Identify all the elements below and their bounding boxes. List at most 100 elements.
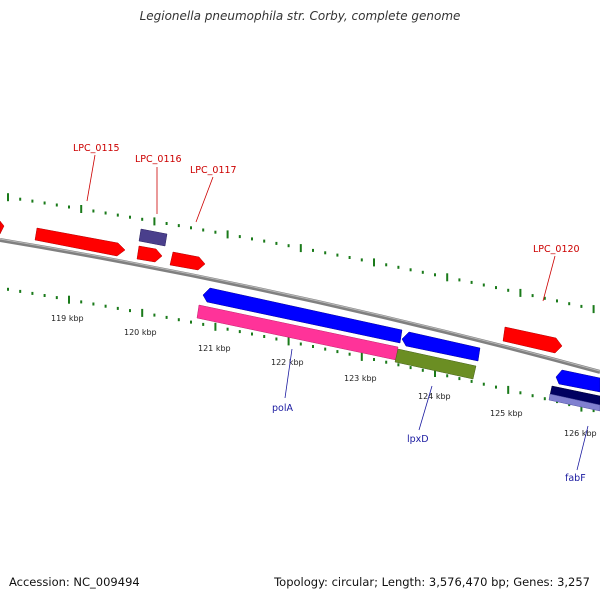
minor-tick [421, 270, 424, 274]
minor-tick [373, 358, 375, 361]
tick-label: 126 kbp [564, 429, 597, 438]
minor-tick [495, 286, 497, 290]
minor-tick [19, 197, 22, 201]
minor-tick [7, 287, 9, 291]
map-title: Legionella pneumophila str. Corby, compl… [139, 9, 461, 23]
minor-tick [543, 296, 546, 300]
gene-label-lpxD[interactable]: lpxD [407, 434, 429, 445]
major-tick [287, 337, 290, 346]
minor-tick [409, 268, 412, 272]
tick-track-reverse [7, 287, 595, 413]
minor-tick [446, 374, 449, 378]
minor-tick [531, 394, 534, 398]
leader-line [576, 425, 589, 471]
gene-arrow-fabF-blue[interactable] [555, 369, 600, 393]
minor-tick [421, 368, 424, 372]
tick-track-forward [7, 193, 595, 314]
minor-tick [348, 256, 351, 259]
minor-tick [397, 363, 400, 367]
major-tick [507, 385, 510, 394]
gene-label-LPC_0116[interactable]: LPC_0116 [135, 154, 182, 165]
minor-tick [55, 296, 58, 300]
minor-tick [116, 213, 119, 217]
minor-tick [360, 258, 363, 262]
minor-tick [104, 211, 107, 215]
minor-tick [507, 288, 510, 292]
minor-tick [129, 309, 131, 313]
tick-label: 122 kbp [271, 358, 304, 367]
minor-tick [275, 241, 278, 245]
leader-line [284, 348, 293, 399]
gene-bar-fabF-light[interactable] [548, 393, 600, 412]
gene-arrow-LPC_0117[interactable] [169, 251, 206, 271]
gene-label-LPC_0120[interactable]: LPC_0120 [533, 244, 580, 255]
genome-backbone [0, 238, 600, 374]
tick-label: 123 kbp [344, 374, 377, 383]
minor-tick [470, 379, 473, 383]
tick-label: 124 kbp [418, 392, 451, 401]
gene-bar-fabF-dark[interactable] [549, 385, 600, 406]
minor-tick [68, 205, 70, 209]
minor-tick [324, 347, 327, 351]
minor-tick [409, 366, 412, 370]
gene-arrow-LPC_0116-part[interactable] [136, 245, 163, 263]
gene-arrow-lpxD-blue[interactable] [401, 331, 481, 362]
minor-tick [543, 397, 546, 401]
minor-tick [116, 306, 119, 310]
minor-tick [153, 313, 156, 317]
minor-tick [312, 345, 314, 348]
gene-label-fabF[interactable]: fabF [565, 473, 586, 484]
minor-tick [312, 248, 314, 252]
minor-tick [226, 327, 229, 331]
minor-tick [165, 315, 168, 319]
minor-tick [336, 253, 339, 257]
gene-bar-lpxD[interactable] [394, 348, 477, 380]
minor-tick [190, 320, 192, 324]
major-tick [153, 217, 156, 226]
minor-tick [31, 291, 34, 295]
minor-tick [385, 360, 388, 364]
minor-tick [92, 209, 95, 213]
major-tick [141, 308, 144, 317]
major-tick [299, 244, 302, 253]
minor-tick [238, 235, 241, 239]
minor-tick [214, 230, 217, 234]
major-tick [226, 230, 229, 239]
minor-tick [458, 377, 461, 381]
tick-label: 120 kbp [124, 328, 157, 337]
minor-tick [458, 278, 461, 282]
major-tick [68, 295, 70, 304]
gene-arrow-LPC_0115[interactable] [34, 227, 126, 257]
minor-tick [275, 337, 278, 341]
accession-text: Accession: NC_009494 [9, 575, 140, 589]
gene-arrow-forward[interactable] [0, 220, 5, 235]
genome-summary-text: Topology: circular; Length: 3,576,470 bp… [274, 575, 590, 589]
gene-box-LPC_0116[interactable] [138, 228, 168, 247]
minor-tick [80, 300, 83, 304]
gene-arrow-LPC_0120[interactable] [502, 326, 563, 354]
major-tick [214, 322, 217, 331]
minor-tick [263, 335, 266, 338]
tick-label: 119 kbp [51, 314, 84, 323]
minor-tick [55, 203, 58, 207]
minor-tick [31, 199, 34, 203]
minor-tick [251, 237, 253, 241]
minor-tick [556, 299, 558, 303]
leader-line [418, 385, 433, 431]
gene-label-polA[interactable]: polA [272, 403, 293, 414]
major-tick [580, 403, 583, 412]
gene-arrow-reverse-long[interactable] [202, 287, 403, 344]
minor-tick [287, 244, 290, 248]
minor-tick [531, 294, 534, 298]
minor-tick [177, 318, 180, 322]
minor-tick [238, 330, 241, 334]
gene-label-LPC_0115[interactable]: LPC_0115 [73, 143, 120, 154]
minor-tick [580, 304, 583, 308]
leader-line [195, 176, 214, 223]
minor-tick [129, 215, 131, 219]
leader-line [542, 255, 556, 302]
gene-label-LPC_0117[interactable]: LPC_0117 [190, 165, 237, 176]
major-tick [446, 273, 449, 282]
minor-tick [202, 228, 205, 232]
